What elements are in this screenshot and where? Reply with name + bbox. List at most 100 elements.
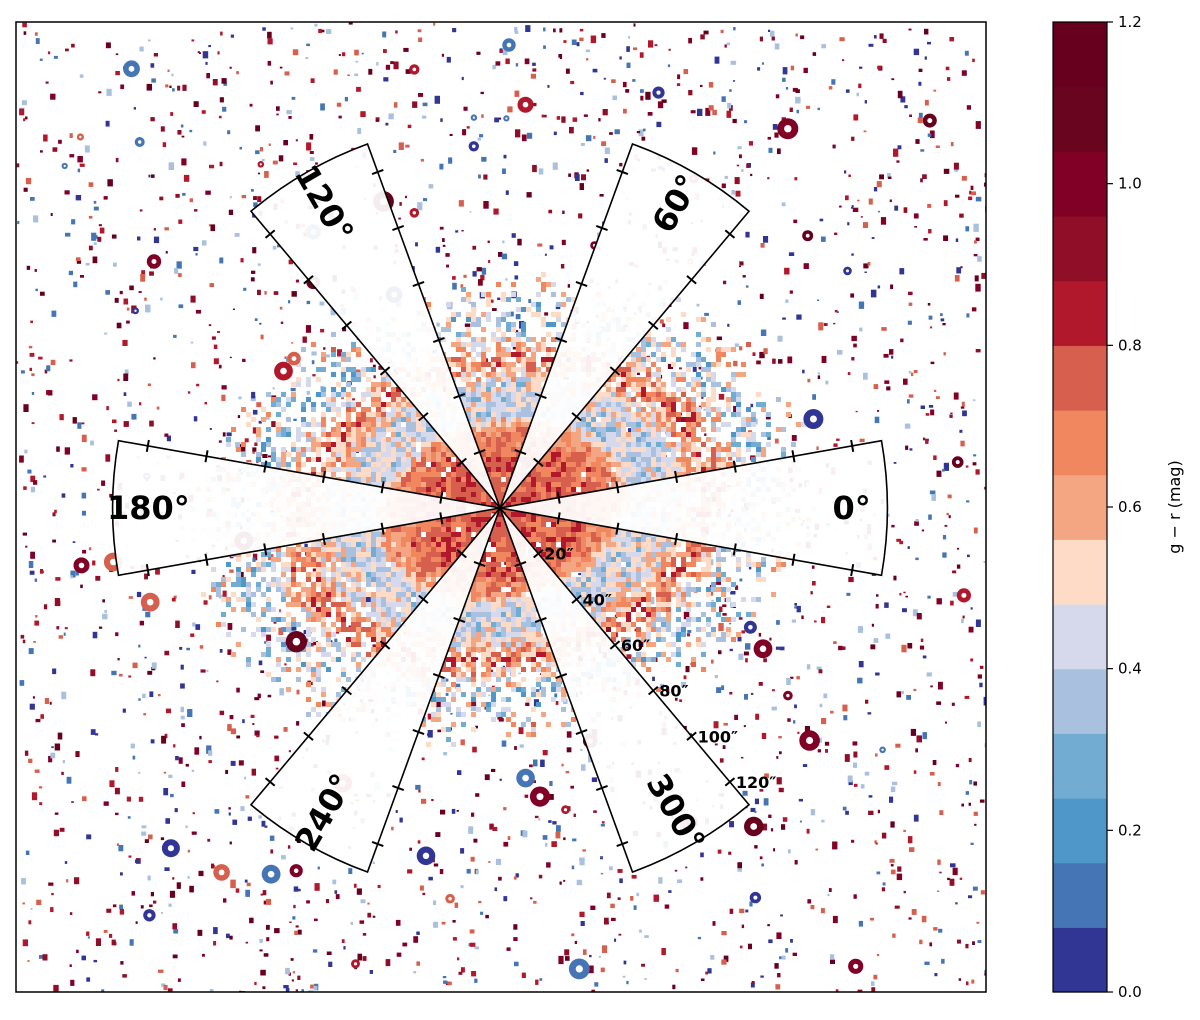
- galaxy-pixel: [376, 412, 381, 417]
- galaxy-pixel: [636, 392, 641, 397]
- galaxy-pixel: [506, 412, 511, 417]
- noise-pixel: [776, 620, 780, 625]
- galaxy-pixel: [696, 462, 701, 467]
- noise-pixel: [913, 814, 919, 822]
- noise-pixel: [272, 160, 278, 165]
- galaxy-pixel: [451, 372, 456, 377]
- galaxy-pixel: [381, 457, 386, 462]
- noise-pixel: [528, 299, 532, 303]
- noise-pixel: [889, 858, 895, 863]
- galaxy-pixel: [381, 407, 386, 412]
- noise-pixel: [107, 179, 113, 187]
- galaxy-pixel: [641, 457, 646, 462]
- noise-pixel: [586, 58, 589, 61]
- noise-pixel: [295, 171, 300, 177]
- galaxy-pixel: [641, 427, 646, 432]
- noise-pixel: [968, 626, 974, 633]
- noise-pixel: [219, 257, 224, 264]
- galaxy-pixel: [306, 437, 311, 442]
- noise-pixel: [201, 110, 206, 114]
- noise-pixel: [930, 685, 933, 688]
- noise-pixel: [569, 126, 574, 134]
- noise-pixel: [460, 967, 465, 973]
- noise-pixel: [35, 615, 38, 618]
- noise-pixel: [851, 136, 855, 141]
- galaxy-pixel: [746, 342, 751, 347]
- noise-pixel: [239, 146, 242, 150]
- noise-pixel: [209, 989, 214, 992]
- noise-pixel: [375, 119, 379, 122]
- noise-pixel: [519, 744, 524, 748]
- galaxy-pixel: [421, 472, 426, 477]
- galaxy-pixel: [341, 402, 346, 407]
- galaxy-pixel: [731, 412, 736, 417]
- noise-pixel: [206, 73, 210, 79]
- noise-pixel: [409, 847, 412, 851]
- noise-pixel: [29, 703, 35, 710]
- galaxy-pixel: [481, 347, 486, 352]
- galaxy-pixel: [631, 412, 636, 417]
- galaxy-pixel: [566, 447, 571, 452]
- noise-pixel: [191, 569, 196, 574]
- galaxy-pixel: [516, 402, 521, 407]
- noise-pixel: [228, 209, 234, 215]
- noise-pixel: [558, 54, 563, 58]
- galaxy-pixel: [526, 387, 531, 392]
- noise-pixel: [146, 83, 152, 91]
- galaxy-pixel: [506, 347, 511, 352]
- galaxy-pixel: [671, 392, 676, 397]
- noise-pixel: [172, 877, 175, 880]
- noise-pixel: [325, 899, 330, 904]
- noise-pixel: [705, 107, 711, 116]
- galaxy-pixel: [621, 472, 626, 477]
- galaxy-pixel: [511, 362, 516, 367]
- noise-pixel: [816, 446, 819, 450]
- noise-pixel: [230, 879, 236, 889]
- noise-pixel: [311, 351, 317, 356]
- galaxy-pixel: [726, 452, 731, 457]
- noise-pixel: [598, 955, 601, 958]
- galaxy-pixel: [506, 442, 511, 447]
- noise-pixel: [868, 810, 874, 815]
- noise-pixel: [555, 701, 559, 705]
- galaxy-pixel: [561, 467, 566, 472]
- galaxy-pixel: [396, 447, 401, 452]
- noise-pixel: [341, 939, 345, 943]
- noise-pixel: [303, 630, 309, 635]
- noise-pixel: [853, 762, 857, 768]
- noise-pixel: [492, 308, 497, 311]
- galaxy-pixel: [306, 457, 311, 462]
- noise-pixel: [881, 832, 887, 839]
- galaxy-pixel: [376, 432, 381, 437]
- noise-pixel: [261, 820, 266, 827]
- noise-pixel: [180, 715, 185, 720]
- noise-pixel: [505, 278, 508, 281]
- galaxy-pixel: [631, 377, 636, 382]
- galaxy-pixel: [296, 437, 301, 442]
- galaxy-pixel: [361, 417, 366, 422]
- noise-pixel: [740, 756, 744, 759]
- galaxy-pixel: [551, 462, 556, 467]
- galaxy-pixel: [491, 457, 496, 462]
- galaxy-pixel: [391, 407, 396, 412]
- galaxy-pixel: [336, 427, 341, 432]
- noise-pixel: [238, 571, 244, 579]
- noise-pixel: [708, 82, 714, 88]
- noise-pixel: [965, 791, 969, 795]
- galaxy-pixel: [531, 362, 536, 367]
- noise-pixel: [945, 66, 950, 71]
- noise-pixel: [170, 793, 174, 798]
- galaxy-pixel: [481, 402, 486, 407]
- galaxy-pixel: [361, 462, 366, 467]
- noise-pixel: [526, 132, 533, 139]
- galaxy-pixel: [506, 297, 511, 302]
- galaxy-pixel: [386, 477, 391, 482]
- galaxy-pixel: [651, 457, 656, 462]
- galaxy-pixel: [356, 462, 361, 467]
- galaxy-pixel: [511, 452, 516, 457]
- noise-pixel: [144, 656, 147, 659]
- noise-pixel: [760, 975, 764, 978]
- galaxy-pixel: [381, 402, 386, 407]
- noise-pixel: [894, 905, 900, 909]
- noise-pixel: [128, 855, 132, 858]
